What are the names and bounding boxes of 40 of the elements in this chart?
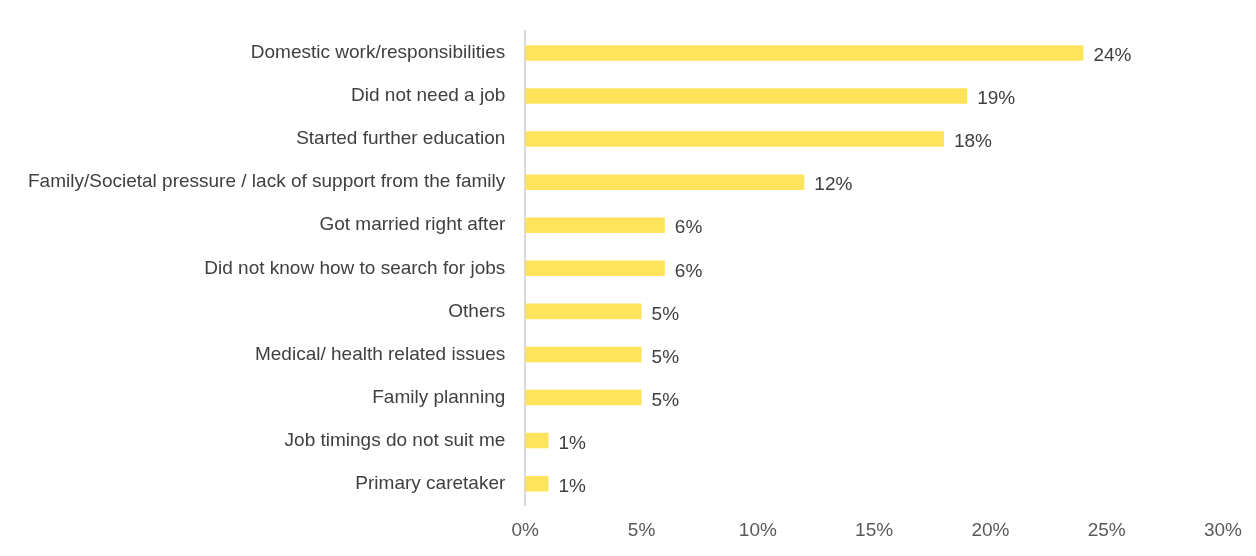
bar [525,389,642,406]
bar [525,45,1084,61]
data-label: 5% [651,345,680,367]
data-label: 5% [651,302,680,324]
y-tick-label: Got married right after [319,213,506,235]
data-label: 24% [1093,44,1132,66]
y-tick-label: Did not need a job [351,84,506,106]
bar [525,131,944,147]
y-tick-label: Job timings do not suit me [284,428,506,450]
bar [525,346,642,363]
x-tick-label: 15% [855,518,894,540]
x-tick-label: 10% [738,518,777,540]
bar [525,217,665,233]
data-label: 1% [558,474,587,496]
bar [525,303,642,320]
data-label: 6% [674,259,703,281]
x-tick-label: 25% [1087,518,1126,540]
data-label: 18% [953,130,993,152]
y-tick-label: Started further education [296,127,506,149]
data-label: 1% [558,431,587,453]
x-tick-label: 20% [971,518,1010,540]
bar [525,260,665,277]
x-tick-label: 30% [1203,518,1243,540]
y-tick-label: Others [448,299,506,321]
data-label: 5% [651,388,680,410]
bar [525,88,968,104]
data-label: 6% [674,216,703,238]
data-label: 19% [977,87,1016,109]
bar [525,432,549,449]
y-tick-label: Did not know how to search for jobs [204,256,506,278]
y-tick-label: Family planning [372,385,506,407]
y-tick-label: Domestic work/responsibilities [250,41,506,63]
y-tick-label: Family/Societal pressure / lack of support from the family [27,170,506,192]
bar [525,475,549,492]
y-tick-label: Primary caretaker [355,471,506,493]
x-tick-label: 0% [511,518,540,540]
bar [525,174,805,190]
data-label: 12% [814,173,853,195]
y-tick-label: Medical/ health related issues [254,342,506,364]
x-tick-label: 5% [627,518,656,540]
